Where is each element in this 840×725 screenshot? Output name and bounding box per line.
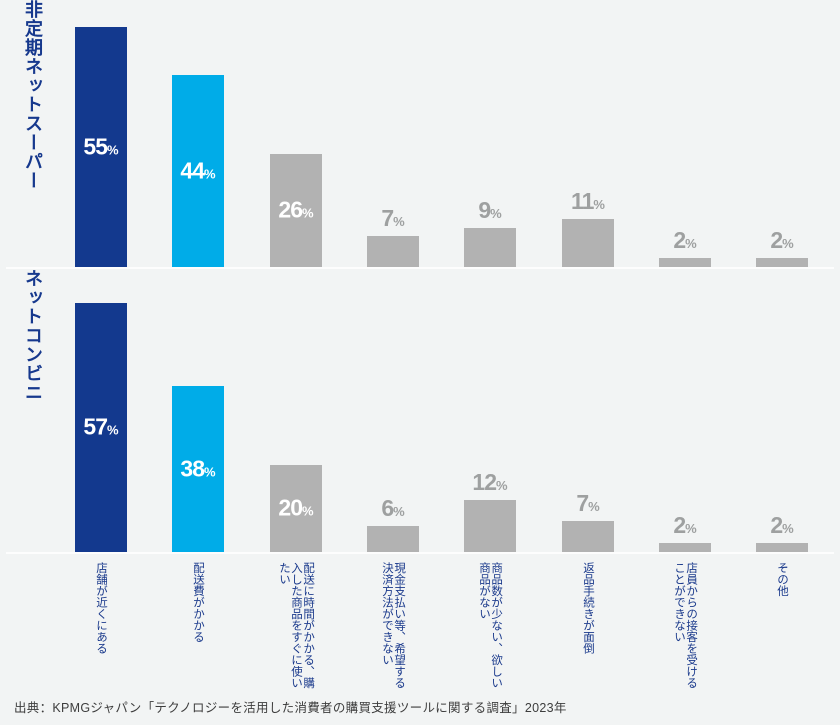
bar xyxy=(756,543,808,552)
x-axis-label-slot: その他 xyxy=(734,562,830,694)
bar-value-label: 2% xyxy=(770,512,794,538)
row-title-net-convenience: ネットコンビニ xyxy=(23,269,43,402)
chart-row-net-convenience: ネットコンビニ 57% 38% 20% 6% 12% 7% 2% 2% xyxy=(0,269,840,554)
x-axis-label: 返品手続きが面倒 xyxy=(582,562,595,654)
bar-column: 38% xyxy=(172,269,224,552)
bar xyxy=(562,521,614,552)
bar-column: 2% xyxy=(756,0,808,267)
bar-value-label: 2% xyxy=(673,227,697,253)
source-note: 出典：KPMGジャパン「テクノロジーを活用した消費者の購買支援ツールに関する調査… xyxy=(14,701,567,715)
x-axis-label: 現金支払い等、希望する決済方法ができない xyxy=(381,562,406,689)
x-axis-label-slot: 商品数が少ない、欲しい商品がない xyxy=(442,562,538,694)
x-axis-label-slot: 配送に時間がかかる、購入した商品をすぐに使いたい xyxy=(248,562,344,694)
bar-value-label: 26% xyxy=(278,196,314,223)
bar-value-label: 7% xyxy=(381,205,405,231)
x-axis-label: その他 xyxy=(776,562,789,597)
bar-column: 20% xyxy=(270,269,322,552)
bar-value-label: 38% xyxy=(180,455,216,482)
bar-value-label: 2% xyxy=(673,512,697,538)
x-axis-labels: 店舗が近くにある 配送費がかかる 配送に時間がかかる、購入した商品をすぐに使いたい 現… xyxy=(0,562,840,694)
bar-column: 26% xyxy=(270,0,322,267)
bar xyxy=(172,386,224,552)
axis-baseline-top xyxy=(6,267,834,269)
bar-column: 9% xyxy=(464,0,516,267)
bar-column: 2% xyxy=(756,269,808,552)
x-axis-label: 商品数が少ない、欲しい商品がない xyxy=(478,562,503,689)
bar-column: 7% xyxy=(562,269,614,552)
bar xyxy=(75,27,127,267)
x-axis-label-slot: 返品手続きが面倒 xyxy=(540,562,636,694)
bar xyxy=(659,258,711,267)
x-axis-label: 店舗が近くにある xyxy=(95,562,108,654)
bar xyxy=(367,236,419,267)
bar xyxy=(270,465,322,552)
x-axis-label: 配送に時間がかかる、購入した商品をすぐに使いたい xyxy=(277,562,315,689)
bar-value-label: 44% xyxy=(180,157,216,184)
bar-column: 7% xyxy=(367,0,419,267)
bar xyxy=(172,75,224,267)
bar-value-label: 55% xyxy=(83,133,119,160)
bar xyxy=(367,526,419,552)
bar-value-label: 20% xyxy=(278,494,314,521)
x-axis-label-slot: 現金支払い等、希望する決済方法ができない xyxy=(345,562,441,694)
bar-value-label: 12% xyxy=(472,469,508,495)
x-axis-label: 配送費がかかる xyxy=(192,562,205,643)
bar xyxy=(562,219,614,267)
bar xyxy=(464,228,516,267)
bar xyxy=(464,500,516,552)
x-axis-label-slot: 店員からの接客を受けることができない xyxy=(637,562,733,694)
bar xyxy=(756,258,808,267)
chart-row-irregular-net-super: 非定期ネットスーパー 55% 44% 26% 7% 9% 11% 2% 2% xyxy=(0,0,840,269)
bar-column: 2% xyxy=(659,0,711,267)
axis-baseline-bottom xyxy=(6,552,834,554)
bar-column: 44% xyxy=(172,0,224,267)
bar-column: 57% xyxy=(75,269,127,552)
bar-value-label: 57% xyxy=(83,413,119,440)
bar-column: 12% xyxy=(464,269,516,552)
x-axis-label-slot: 店舗が近くにある xyxy=(53,562,149,694)
bar-value-label: 11% xyxy=(571,188,605,214)
bar-column: 2% xyxy=(659,269,711,552)
bar-column: 55% xyxy=(75,0,127,267)
bar-column: 11% xyxy=(562,0,614,267)
x-axis-label-slot: 配送費がかかる xyxy=(150,562,246,694)
bar-value-label: 2% xyxy=(770,227,794,253)
bar-column: 6% xyxy=(367,269,419,552)
bar-value-label: 6% xyxy=(381,495,405,521)
bar xyxy=(270,154,322,267)
x-axis-label: 店員からの接客を受けることができない xyxy=(673,562,698,689)
bar-value-label: 9% xyxy=(478,197,502,223)
row-title-irregular-net-super: 非定期ネットスーパー xyxy=(23,0,43,190)
bar-value-label: 7% xyxy=(576,490,600,516)
bar xyxy=(659,543,711,552)
bar xyxy=(75,303,127,552)
